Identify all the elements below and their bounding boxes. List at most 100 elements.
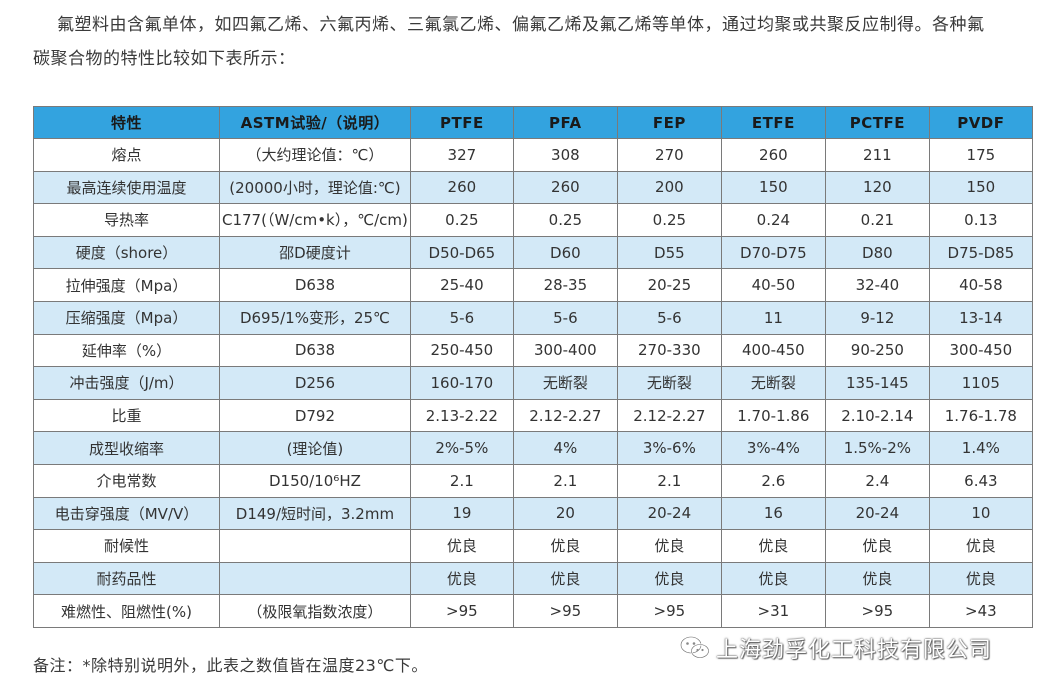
cell-etfe: 400-450: [720, 333, 826, 368]
header-pctfe: PCTFE: [824, 106, 930, 139]
cell-pfa: 28-35: [512, 268, 618, 302]
cell-property: 电击穿强度（MV/V）: [33, 496, 220, 531]
cell-fep: 200: [616, 170, 722, 205]
cell-pvdf: 13-14: [928, 300, 1033, 335]
fluoropolymer-comparison-table: 特性 ASTM试验/（说明） PTFE PFA FEP ETFE PCTFE P…: [33, 106, 1033, 628]
cell-pfa: 300-400: [512, 333, 618, 368]
cell-ptfe: 327: [409, 138, 514, 172]
cell-pctfe: 2.10-2.14: [824, 398, 930, 433]
cell-astm-method: D638: [219, 268, 411, 302]
table-body: 熔点 （大约理论值：℃） 327 308 270 260 211 175 最高连续使用温度 (20…: [33, 138, 1033, 628]
table-row: 耐药品性 优良 优良 优良 优良 优良 优良: [33, 561, 1033, 596]
wechat-icon: [680, 635, 710, 661]
cell-astm-method: D149/短时间，3.2mm: [219, 496, 411, 531]
cell-pvdf: 300-450: [928, 333, 1033, 368]
cell-pfa: >95: [512, 594, 618, 628]
header-property: 特性: [33, 106, 220, 139]
cell-fep: 无断裂: [616, 366, 722, 400]
table-row: 拉伸强度（Mpa） D638 25-40 28-35 20-25 40-50 32-40 40…: [33, 268, 1033, 302]
cell-pfa: 5-6: [512, 300, 618, 335]
cell-property: 介电常数: [33, 463, 220, 498]
cell-etfe: 11: [720, 300, 826, 335]
table-row: 压缩强度（Mpa） D695/1%变形，25℃ 5-6 5-6 5-6 11 9-12 13-…: [33, 300, 1033, 335]
cell-pfa: 20: [512, 496, 618, 531]
cell-ptfe: 2.13-2.22: [409, 398, 514, 433]
cell-property: 拉伸强度（Mpa）: [33, 268, 220, 302]
cell-etfe: 1.70-1.86: [720, 398, 826, 433]
cell-pctfe: 9-12: [824, 300, 930, 335]
cell-astm-method: [219, 561, 411, 596]
cell-pctfe: >95: [824, 594, 930, 628]
cell-pvdf: 6.43: [928, 463, 1033, 498]
footnote: 备注：*除特别说明外，此表之数值皆在温度23℃下。: [33, 656, 428, 675]
cell-property: 导热率: [33, 203, 220, 237]
watermark: 上海劲孚化工科技有限公司: [680, 632, 992, 664]
cell-property: 熔点: [33, 138, 220, 172]
comparison-table-container: 特性 ASTM试验/（说明） PTFE PFA FEP ETFE PCTFE P…: [33, 106, 1033, 628]
cell-astm-method: (理论值): [219, 431, 411, 465]
cell-etfe: 优良: [720, 529, 826, 563]
cell-etfe: D70-D75: [720, 235, 826, 270]
cell-astm-method: (20000小时，理论值:℃): [219, 170, 411, 205]
header-astm-method: ASTM试验/（说明）: [219, 106, 411, 139]
cell-property: 耐药品性: [33, 561, 220, 596]
cell-pctfe: 0.21: [824, 203, 930, 237]
cell-etfe: >31: [720, 594, 826, 628]
cell-ptfe: 160-170: [409, 366, 514, 400]
table-row: 导热率 C177(（W/cm•k），℃/cm) 0.25 0.25 0.25 0.24 0.…: [33, 203, 1033, 237]
cell-pvdf: 10: [928, 496, 1033, 531]
cell-etfe: 16: [720, 496, 826, 531]
cell-ptfe: 优良: [409, 529, 514, 563]
intro-line-1: 氟塑料由含氟单体，如四氟乙烯、六氟丙烯、三氟氯乙烯、偏氟乙烯及氟乙烯等单体，通过…: [57, 15, 985, 35]
intro-paragraph: 氟塑料由含氟单体，如四氟乙烯、六氟丙烯、三氟氯乙烯、偏氟乙烯及氟乙烯等单体，通过…: [33, 8, 1043, 76]
cell-ptfe: 0.25: [409, 203, 514, 237]
cell-fep: 20-24: [616, 496, 722, 531]
table-row: 最高连续使用温度 (20000小时，理论值:℃) 260 260 200 150 120 15…: [33, 170, 1033, 205]
table-header-row: 特性 ASTM试验/（说明） PTFE PFA FEP ETFE PCTFE P…: [33, 106, 1033, 139]
cell-ptfe: 2%-5%: [409, 431, 514, 465]
header-ptfe: PTFE: [409, 106, 514, 139]
cell-pctfe: 优良: [824, 561, 930, 596]
cell-pfa: 2.12-2.27: [512, 398, 618, 433]
cell-etfe: 150: [720, 170, 826, 205]
cell-pfa: 260: [512, 170, 618, 205]
header-etfe: ETFE: [720, 106, 826, 139]
cell-pvdf: 1105: [928, 366, 1033, 400]
cell-pvdf: 0.13: [928, 203, 1033, 237]
cell-pvdf: 150: [928, 170, 1033, 205]
cell-fep: 优良: [616, 529, 722, 563]
cell-fep: 20-25: [616, 268, 722, 302]
cell-pctfe: 120: [824, 170, 930, 205]
cell-fep: 3%-6%: [616, 431, 722, 465]
intro-line-2: 碳聚合物的特性比较如下表所示：: [33, 49, 296, 69]
table-row: 电击穿强度（MV/V） D149/短时间，3.2mm 19 20 20-24 16 20-2…: [33, 496, 1033, 531]
cell-fep: D55: [616, 235, 722, 270]
cell-property: 成型收缩率: [33, 431, 220, 465]
cell-pfa: 优良: [512, 561, 618, 596]
cell-ptfe: 2.1: [409, 463, 514, 498]
cell-fep: 0.25: [616, 203, 722, 237]
cell-astm-method: D150/10⁶HZ: [219, 463, 411, 498]
table-row: 硬度（shore） 邵D硬度计 D50-D65 D60 D55 D70-D75 D80 D75…: [33, 235, 1033, 270]
cell-pvdf: >43: [928, 594, 1033, 628]
table-row: 难燃性、阻燃性(%) （极限氧指数浓度） >95 >95 >95 >31 >95 >43: [33, 594, 1033, 628]
cell-etfe: 优良: [720, 561, 826, 596]
cell-etfe: 3%-4%: [720, 431, 826, 465]
table-row: 耐候性 优良 优良 优良 优良 优良 优良: [33, 529, 1033, 563]
cell-astm-method: （大约理论值：℃）: [219, 138, 411, 172]
cell-pfa: 优良: [512, 529, 618, 563]
cell-pfa: 2.1: [512, 463, 618, 498]
cell-ptfe: 优良: [409, 561, 514, 596]
cell-etfe: 0.24: [720, 203, 826, 237]
cell-pctfe: 2.4: [824, 463, 930, 498]
cell-astm-method: C177(（W/cm•k），℃/cm): [219, 203, 411, 237]
cell-pfa: 无断裂: [512, 366, 618, 400]
cell-pvdf: 优良: [928, 561, 1033, 596]
cell-property: 冲击强度（J/m）: [33, 366, 220, 400]
cell-pfa: D60: [512, 235, 618, 270]
cell-pfa: 4%: [512, 431, 618, 465]
cell-pvdf: 40-58: [928, 268, 1033, 302]
cell-pvdf: 1.4%: [928, 431, 1033, 465]
cell-pctfe: 20-24: [824, 496, 930, 531]
cell-pvdf: D75-D85: [928, 235, 1033, 270]
